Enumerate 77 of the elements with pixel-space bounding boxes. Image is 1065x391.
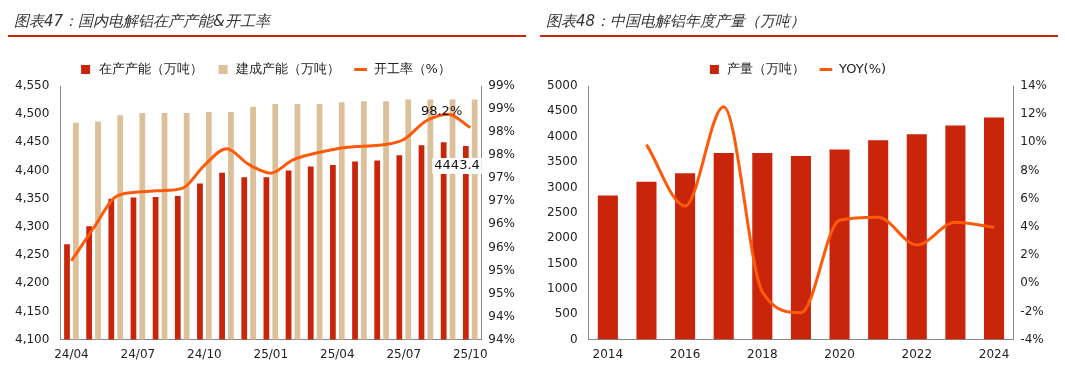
y-tick-label: 3000	[546, 179, 578, 194]
line-series	[644, 105, 996, 315]
y-tick-label: 4000	[546, 128, 578, 143]
x-tick-label: 24/04	[54, 346, 89, 361]
x-tick-label: 2020	[824, 346, 855, 361]
y2-tick-label: 6%	[1020, 190, 1040, 205]
x-tick-label: 2018	[747, 346, 778, 361]
y-tick-label: 4,400	[14, 162, 50, 177]
x-tick-label: 2014	[592, 346, 624, 361]
y2-tick-label: 94%	[488, 331, 515, 346]
bar	[829, 149, 850, 340]
x-tick-label: 2022	[901, 346, 933, 361]
y-tick-label: 0	[569, 331, 578, 346]
y-tick-label: 4,200	[14, 275, 50, 290]
y2-tick-label: 95%	[488, 285, 515, 300]
bar	[790, 155, 811, 340]
y2-tick-label: 99%	[488, 78, 515, 93]
bar	[597, 195, 618, 340]
y2-tick-label: 98%	[488, 147, 515, 162]
y2-tick-label: 96%	[488, 239, 515, 254]
y2-tick-label: 94%	[488, 308, 515, 323]
y-tick-label: 500	[554, 306, 578, 321]
y-tick-label: 4,300	[14, 219, 50, 234]
y2-tick-label: 10%	[1020, 134, 1047, 149]
legend-label: 开工率（%）	[373, 60, 451, 76]
bar	[945, 125, 966, 340]
y-tick-label: 4,450	[14, 134, 50, 149]
y2-tick-label: 0%	[1020, 275, 1040, 290]
chart-title: 图表47：国内电解铝在产产能&开工率	[8, 8, 526, 37]
y-tick-label: 2500	[546, 204, 578, 219]
y-tick-label: 5000	[546, 78, 578, 93]
x-tick-label: 25/10	[452, 346, 488, 361]
x-tick-label: 25/07	[386, 346, 422, 361]
legend-label: 产量（万吨）	[727, 60, 806, 76]
y2-tick-label: 97%	[488, 193, 515, 208]
y2-tick-label: -2%	[1020, 303, 1044, 318]
y2-tick-label: 12%	[1020, 106, 1047, 121]
y-tick-label: 4,550	[14, 78, 50, 93]
x-tick-label: 2016	[669, 346, 701, 361]
y2-tick-label: 8%	[1020, 162, 1040, 177]
bar	[983, 117, 1005, 340]
x-tick-label: 25/01	[253, 346, 289, 361]
bar	[868, 140, 889, 340]
legend-label: YOY(%)	[837, 60, 887, 76]
legend-label: 建成产能（万吨）	[235, 60, 341, 76]
bar	[752, 152, 773, 340]
data-label: 98.2%	[420, 102, 463, 118]
y2-tick-label: 95%	[488, 262, 515, 277]
bar	[675, 173, 696, 340]
y2-tick-label: 97%	[488, 170, 515, 185]
x-tick-label: 25/04	[320, 346, 355, 361]
y-tick-label: 4,500	[14, 106, 50, 121]
y-tick-label: 3500	[546, 154, 578, 169]
bar	[906, 134, 927, 340]
chart-title: 图表48：中国电解铝年度产量（万吨）	[540, 8, 1058, 37]
y-tick-label: 4,100	[14, 331, 50, 346]
bar	[713, 152, 734, 340]
y-tick-label: 1000	[546, 281, 578, 296]
y2-tick-label: -4%	[1020, 331, 1044, 346]
y-tick-label: 1500	[546, 255, 578, 270]
x-tick-label: 2024	[978, 346, 1010, 361]
x-tick-label: 24/10	[187, 346, 222, 361]
y2-tick-label: 4%	[1020, 219, 1040, 234]
y2-tick-label: 96%	[488, 216, 515, 231]
y2-tick-label: 98%	[488, 124, 515, 139]
bar	[636, 181, 657, 340]
y-tick-label: 2000	[546, 230, 578, 245]
legend-label: 在产产能（万吨）	[98, 60, 203, 76]
x-tick-label: 24/07	[120, 346, 156, 361]
data-label: 4443.4	[434, 157, 480, 173]
y2-tick-label: 2%	[1020, 247, 1040, 262]
y-tick-label: 4,150	[14, 303, 50, 318]
y2-tick-label: 14%	[1020, 78, 1047, 93]
y-tick-label: 4,350	[14, 190, 50, 205]
y2-tick-label: 99%	[488, 101, 515, 116]
y-tick-label: 4500	[546, 103, 578, 118]
y-tick-label: 4,250	[14, 247, 50, 262]
